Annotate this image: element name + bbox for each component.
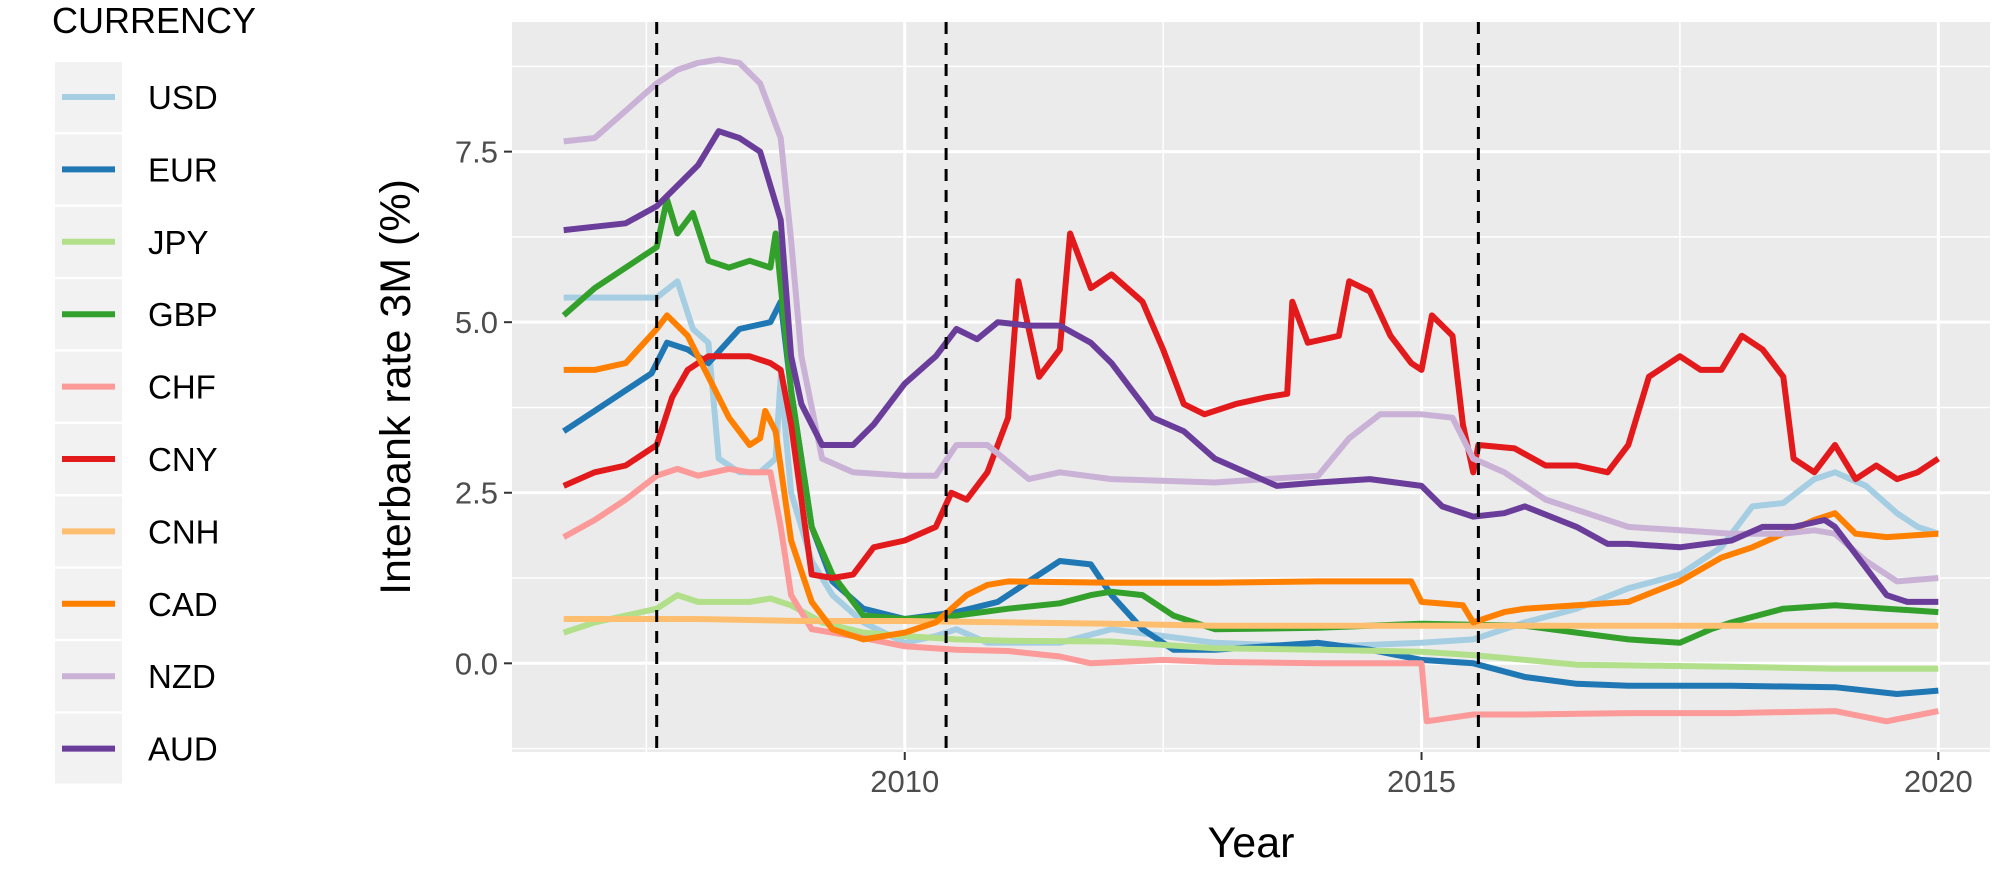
series-line-cad <box>563 312 1939 643</box>
event-vlines <box>655 22 1480 752</box>
legend: USD EUR JPY GBP CHF CNY CNH CAD NZD AUD <box>55 62 220 784</box>
legend-item-jpy: JPY <box>55 206 209 277</box>
legend-label: CNY <box>148 441 218 478</box>
series-line-aud <box>563 128 1939 605</box>
x-tick-label: 2020 <box>1904 764 1973 799</box>
y-tick-label: 7.5 <box>455 135 498 170</box>
minor-gridlines <box>512 22 1990 752</box>
legend-title: CURRENCY <box>52 0 256 41</box>
legend-label: EUR <box>148 151 218 188</box>
legend-item-gbp: GBP <box>55 279 218 350</box>
legend-label: GBP <box>148 296 218 333</box>
y-tick-label: 2.5 <box>455 476 498 511</box>
legend-item-cny: CNY <box>55 424 218 494</box>
legend-label: CHF <box>148 369 216 406</box>
legend-label: CNH <box>148 513 220 550</box>
x-tick-label: 2015 <box>1387 764 1456 799</box>
x-axis-title: Year <box>1208 819 1295 867</box>
y-axis-tick-labels: 0.0 2.5 5.0 7.5 <box>455 135 498 682</box>
legend-item-usd: USD <box>55 62 218 132</box>
y-axis-title: Interbank rate 3M (%) <box>372 179 420 595</box>
x-axis-tick-labels: 2010 2015 2020 <box>870 764 1973 799</box>
series-line-gbp <box>561 196 1939 646</box>
legend-label: NZD <box>148 658 216 695</box>
legend-label: AUD <box>148 731 218 768</box>
y-tick-label: 5.0 <box>455 305 498 340</box>
series-line-nzd <box>563 56 1939 585</box>
legend-label: JPY <box>148 224 209 261</box>
series-line-jpy <box>562 592 1939 672</box>
legend-item-chf: CHF <box>55 351 216 422</box>
legend-item-cad: CAD <box>55 568 218 639</box>
legend-item-cnh: CNH <box>55 496 220 567</box>
x-tick-label: 2010 <box>870 764 939 799</box>
series-line-cny <box>562 230 1940 581</box>
legend-label: CAD <box>148 586 218 623</box>
y-tick-label: 0.0 <box>455 646 498 681</box>
legend-item-aud: AUD <box>55 713 218 784</box>
axis-ticks <box>504 150 1940 760</box>
legend-item-nzd: NZD <box>55 641 216 712</box>
series-line-chf <box>562 465 1939 725</box>
series-lines <box>561 56 1940 725</box>
series-line-cnh <box>563 616 1939 629</box>
legend-item-eur: EUR <box>55 134 218 205</box>
legend-label: USD <box>148 79 218 116</box>
